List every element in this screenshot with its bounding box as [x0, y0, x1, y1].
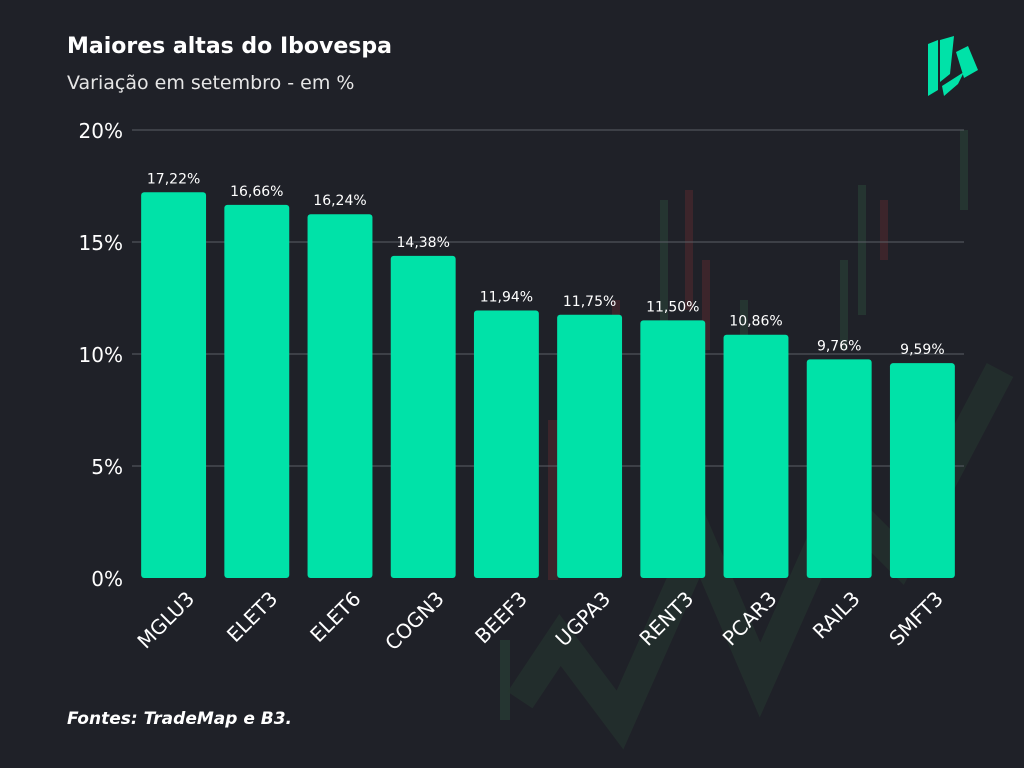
data-label: 9,59% — [900, 342, 944, 358]
x-tick-label: BEEF3 — [470, 587, 532, 649]
x-tick-label: SMFT3 — [884, 587, 948, 651]
x-tick-label: MGLU3 — [132, 587, 199, 654]
x-tick-label: ELET6 — [305, 587, 365, 647]
x-tick-label: RENT3 — [634, 587, 698, 651]
data-label: 16,24% — [313, 193, 366, 209]
bar — [889, 363, 955, 578]
bar — [723, 334, 789, 578]
x-tick-label: COGN3 — [380, 587, 449, 656]
bar — [640, 320, 706, 578]
x-tick-label: PCAR3 — [718, 587, 782, 651]
x-tick-label: RAIL3 — [808, 587, 865, 644]
data-label: 11,94% — [480, 290, 533, 306]
y-tick-label: 20% — [79, 119, 123, 143]
x-tick-label: ELET3 — [222, 587, 282, 647]
bar — [224, 204, 290, 579]
data-label: 17,22% — [147, 171, 200, 187]
y-tick-label: 15% — [79, 231, 123, 255]
data-label: 10,86% — [729, 314, 782, 330]
y-tick-label: 0% — [91, 567, 123, 591]
y-tick-label: 10% — [79, 343, 123, 367]
data-label: 11,75% — [563, 294, 616, 310]
y-axis-tick-labels: 0% 5% 10% 15% 20% — [79, 119, 123, 591]
data-label: 16,66% — [230, 184, 283, 200]
green-books-logo-icon — [928, 36, 978, 96]
bar — [806, 359, 872, 578]
bar — [141, 192, 207, 578]
source-note: Fontes: TradeMap e B3. — [67, 709, 293, 729]
bars — [141, 192, 955, 579]
bar — [307, 214, 373, 578]
chart-title: Maiores altas do Ibovespa — [67, 34, 392, 59]
data-label: 11,50% — [646, 299, 699, 315]
data-label: 9,76% — [817, 338, 861, 354]
x-tick-label: UGPA3 — [551, 587, 616, 652]
value-labels: 17,22% 16,66% 16,24% 14,38% 11,94% 11,75% 11,5… — [147, 171, 945, 358]
chart-subtitle: Variação em setembro - em % — [67, 72, 355, 94]
bar — [390, 255, 456, 578]
data-label: 14,38% — [397, 235, 450, 251]
x-axis-tick-labels: MGLU3 ELET3 ELET6 COGN3 BEEF3 UGPA3 RENT3 PCAR3… — [132, 587, 947, 656]
bar — [473, 310, 539, 578]
bar — [557, 314, 623, 578]
y-tick-label: 5% — [91, 455, 123, 479]
